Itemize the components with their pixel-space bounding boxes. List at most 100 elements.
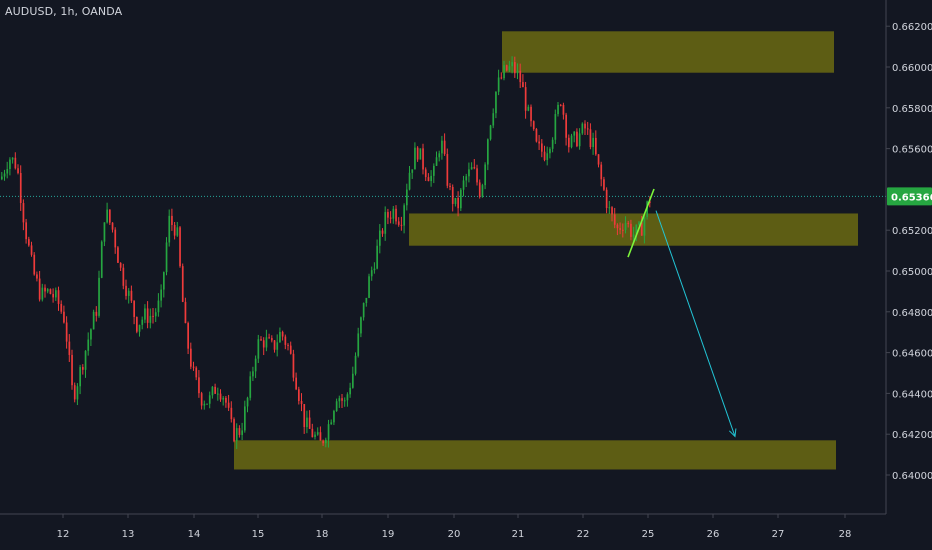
candle-body — [63, 311, 65, 323]
candle-body — [592, 137, 594, 148]
candle-body — [198, 377, 200, 394]
time-tick-label: 15 — [252, 529, 265, 540]
chart-axes[interactable] — [0, 0, 887, 515]
candle-body — [211, 386, 214, 396]
candle-body — [505, 65, 508, 71]
candle-body — [565, 114, 567, 138]
time-tick-label: 19 — [382, 529, 395, 540]
candle-body — [600, 164, 603, 180]
candle-body — [573, 131, 576, 136]
price-axis[interactable]: 0.66200 0.66000 0.65800 0.65600 0.65200 0.650… — [886, 22, 932, 482]
candle-body — [330, 422, 333, 425]
candle-body — [400, 224, 403, 226]
candle-body — [357, 333, 360, 356]
time-tick-label: 27 — [772, 529, 785, 540]
candle-body — [273, 340, 276, 350]
candle-body — [605, 189, 608, 208]
candle-body — [427, 177, 430, 182]
candle-body — [298, 389, 300, 401]
candle-body — [541, 143, 543, 152]
price-tick-label: 0.64600 — [892, 349, 932, 360]
candle-body — [514, 62, 516, 74]
candle-body — [144, 308, 146, 320]
candle-body — [252, 371, 254, 377]
candle-body — [630, 223, 632, 237]
candle-body — [643, 216, 646, 236]
candle-body — [187, 323, 189, 349]
projection-arrow[interactable] — [655, 210, 736, 437]
candle-body — [303, 404, 306, 428]
candle-body — [543, 151, 546, 160]
candle-body — [381, 230, 384, 234]
candle-body — [122, 267, 125, 286]
candle-body — [327, 424, 330, 440]
trendline-drawing[interactable] — [627, 188, 655, 258]
candle-body — [362, 302, 365, 318]
candle-body — [208, 395, 211, 404]
candle-body — [627, 223, 630, 225]
candle-body — [168, 215, 171, 243]
price-tick-label: 0.65800 — [892, 104, 932, 115]
candle-body — [238, 428, 241, 435]
candle-body — [30, 245, 33, 255]
candle-body — [287, 344, 289, 346]
candle-body — [484, 164, 486, 186]
candle-body — [254, 358, 257, 372]
candle-body — [300, 400, 303, 405]
candle-body — [508, 66, 511, 71]
candle-body — [368, 276, 370, 298]
candle-body — [343, 400, 346, 402]
candle-body — [127, 290, 130, 296]
candle-body — [616, 224, 619, 229]
candle-body — [465, 176, 468, 181]
candle-body — [416, 147, 419, 160]
candle-body — [524, 87, 527, 111]
candle-body — [530, 106, 532, 122]
candle-body — [6, 168, 9, 174]
candle-body — [133, 300, 135, 317]
candle-body — [438, 153, 441, 158]
candle-body — [165, 242, 168, 273]
candle-body — [549, 148, 551, 154]
candle-body — [200, 393, 203, 406]
zone-0[interactable] — [502, 31, 834, 73]
price-tick-label: 0.64000 — [892, 471, 932, 482]
candle-body — [389, 217, 392, 219]
candle-body — [79, 367, 81, 387]
candle-body — [106, 209, 108, 223]
candle-body — [55, 290, 57, 298]
candle-body — [125, 285, 127, 296]
candle-body — [638, 222, 640, 225]
candle-body — [214, 386, 216, 394]
candle-body — [538, 141, 540, 144]
candle-body — [406, 189, 408, 206]
candle-body — [624, 223, 627, 230]
candle-body — [241, 430, 243, 435]
candle-body — [114, 229, 117, 248]
candle-body — [28, 239, 30, 246]
candle-body — [319, 432, 322, 441]
candle-body — [460, 189, 462, 209]
candle-body — [360, 317, 362, 334]
time-tick-label: 22 — [577, 529, 590, 540]
candle-body — [279, 331, 281, 343]
candle-body — [446, 154, 449, 186]
candle-body — [233, 419, 235, 442]
candle-body — [262, 340, 265, 348]
zone-2[interactable] — [234, 440, 836, 470]
candle-body — [489, 125, 492, 140]
candle-body — [281, 331, 284, 337]
candle-body — [451, 187, 454, 204]
candle-body — [568, 137, 570, 148]
candle-body — [457, 197, 459, 209]
candle-body — [138, 324, 141, 332]
candle-body — [570, 135, 573, 148]
candle-body — [341, 398, 343, 401]
time-axis[interactable]: 12 13 14 15 18 19 20 21 22 25 26 27 28 — [57, 514, 852, 540]
symbol-title[interactable]: AUDUSD, 1h, OANDA — [5, 5, 123, 18]
candle-body — [38, 278, 41, 300]
candle-body — [527, 106, 530, 111]
candle-body — [557, 104, 559, 115]
candle-body — [227, 402, 230, 408]
